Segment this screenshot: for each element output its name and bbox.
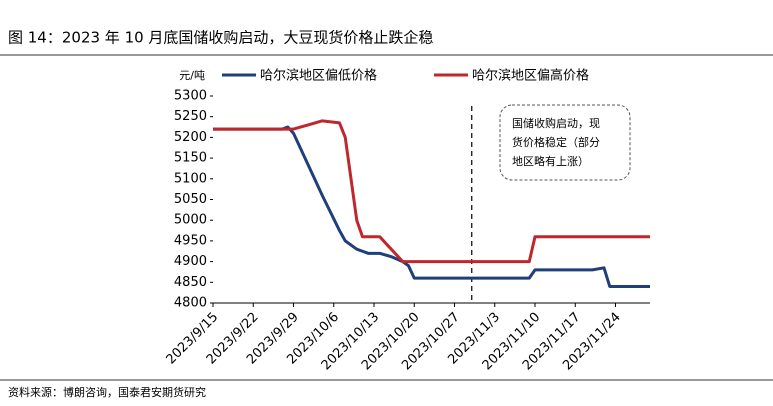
chart-title: 图 14：2023 年 10 月底国储收购启动，大豆现货价格止跌企稳	[8, 29, 433, 47]
y-tick-label: 5250	[174, 109, 207, 124]
source: 资料来源：博朗咨询，国泰君安期货研究	[8, 385, 206, 399]
y-tick-label: 5150	[174, 151, 207, 166]
y-tick-label: 5100	[174, 171, 207, 186]
y-tick-label: 4900	[174, 254, 207, 269]
y-tick-label: 5300	[174, 89, 207, 104]
annotation: 国储收购启动，现	[512, 116, 600, 130]
y-unit: 元/吨	[179, 69, 205, 82]
y-tick-label: 4800	[174, 296, 207, 311]
y-tick-label: 4850	[174, 275, 207, 290]
series-line	[213, 125, 650, 288]
annotation-box	[499, 104, 631, 181]
legend-label: 哈尔滨地区偏低价格	[260, 68, 377, 84]
y-tick-label: 5050	[174, 192, 207, 207]
series-line	[213, 119, 650, 264]
y-tick-label: 4950	[174, 233, 207, 248]
y-tick-label: 5000	[174, 213, 207, 228]
legend-label: 哈尔滨地区偏高价格	[472, 68, 589, 84]
annotation: 地区略有上涨）	[512, 154, 589, 168]
annotation: 货价格稳定（部分	[512, 135, 600, 149]
y-tick-label: 5200	[174, 130, 207, 145]
